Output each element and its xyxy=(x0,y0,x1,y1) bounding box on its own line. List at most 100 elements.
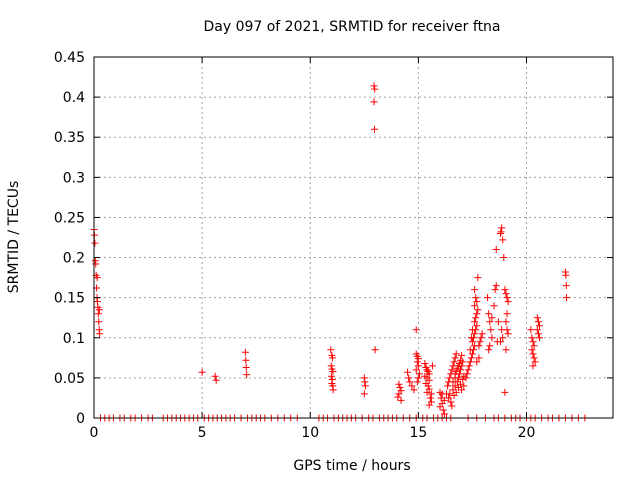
tick-labels-layer: 0 5 10 15 20 0 0.05 0.1 0.15 0.2 0.25 0.3 0.35 0.4 0.4… xyxy=(54,50,536,441)
data-point xyxy=(370,82,378,90)
data-point xyxy=(394,393,402,401)
data-point xyxy=(562,282,570,290)
data-point xyxy=(425,370,433,378)
data-point xyxy=(475,342,483,350)
data-point xyxy=(501,286,509,294)
data-point xyxy=(471,318,479,326)
data-point xyxy=(414,374,422,382)
data-point xyxy=(405,374,413,382)
data-point xyxy=(327,346,335,354)
y-tick-label: 0.45 xyxy=(54,50,85,66)
data-point xyxy=(414,355,422,363)
data-point xyxy=(457,366,465,374)
data-point xyxy=(504,298,512,306)
data-point xyxy=(530,342,538,350)
data-point xyxy=(529,338,537,346)
data-point xyxy=(472,294,480,302)
data-point xyxy=(502,346,510,354)
data-point xyxy=(436,403,444,411)
data-point xyxy=(421,372,429,380)
y-tick-label: 0.25 xyxy=(54,210,85,226)
data-point xyxy=(450,358,458,366)
chart-title: Day 097 of 2021, SRMTID for receiver ftn… xyxy=(203,19,500,35)
data-point xyxy=(533,314,541,322)
data-point xyxy=(395,390,403,398)
x-tick-label: 15 xyxy=(409,425,427,441)
data-point xyxy=(212,376,220,384)
data-point xyxy=(534,330,542,338)
data-point xyxy=(242,363,250,371)
data-point xyxy=(423,388,431,396)
data-point xyxy=(528,334,536,342)
y-tick-label: 0.05 xyxy=(54,371,85,387)
data-point xyxy=(475,354,483,362)
data-point xyxy=(361,382,369,390)
data-point xyxy=(534,318,542,326)
data-point xyxy=(211,372,219,380)
data-point xyxy=(448,366,456,374)
data-point xyxy=(452,350,460,358)
data-point xyxy=(457,380,465,388)
y-tick-label: 0 xyxy=(76,411,85,427)
data-point xyxy=(329,354,337,362)
data-point xyxy=(473,358,481,366)
data-point xyxy=(488,314,496,322)
data-point xyxy=(484,294,492,302)
data-point xyxy=(421,359,429,367)
data-point xyxy=(463,370,471,378)
data-point xyxy=(371,85,379,93)
data-point xyxy=(457,356,465,364)
data-point xyxy=(94,310,102,318)
data-point xyxy=(474,274,482,282)
data-point xyxy=(440,410,448,418)
data-point xyxy=(415,370,423,378)
data-point xyxy=(425,401,433,409)
data-point xyxy=(502,290,510,298)
x-tick-label: 20 xyxy=(518,425,536,441)
data-point xyxy=(92,260,100,268)
data-point xyxy=(371,346,379,354)
data-point xyxy=(535,334,543,342)
data-point xyxy=(452,367,460,375)
data-point xyxy=(473,310,481,318)
data-point xyxy=(410,386,418,394)
data-point xyxy=(397,396,405,404)
data-point xyxy=(95,318,103,326)
data-point xyxy=(451,354,459,362)
data-point xyxy=(467,354,475,362)
data-point xyxy=(503,294,511,302)
data-point xyxy=(406,378,414,386)
data-point xyxy=(499,334,507,342)
y-tick-label: 0.35 xyxy=(54,130,85,146)
data-point xyxy=(370,125,378,133)
x-tick-label: 5 xyxy=(198,425,207,441)
y-tick-label: 0.3 xyxy=(63,170,85,186)
data-point xyxy=(96,330,104,338)
y-tick-label: 0.2 xyxy=(63,251,85,267)
data-point xyxy=(466,358,474,366)
y-axis-label: SRMTID / TECUs xyxy=(6,181,22,294)
data-point xyxy=(488,334,496,342)
data-point xyxy=(449,378,457,386)
data-point xyxy=(464,366,472,374)
data-point xyxy=(562,271,570,279)
data-point xyxy=(500,254,508,262)
data-point xyxy=(474,306,482,314)
data-point xyxy=(360,390,368,398)
data-point xyxy=(477,334,485,342)
data-point xyxy=(458,386,466,394)
data-point xyxy=(501,388,509,396)
x-tick-label: 0 xyxy=(90,425,99,441)
data-point xyxy=(497,228,505,236)
data-point xyxy=(528,346,536,354)
data-point xyxy=(91,239,99,247)
data-point xyxy=(473,298,481,306)
data-point xyxy=(414,362,422,370)
ticks-layer xyxy=(93,56,613,419)
data-point xyxy=(454,362,462,370)
data-point xyxy=(412,366,420,374)
data-point xyxy=(466,346,474,354)
data-point xyxy=(361,378,369,386)
data-point xyxy=(490,302,498,310)
